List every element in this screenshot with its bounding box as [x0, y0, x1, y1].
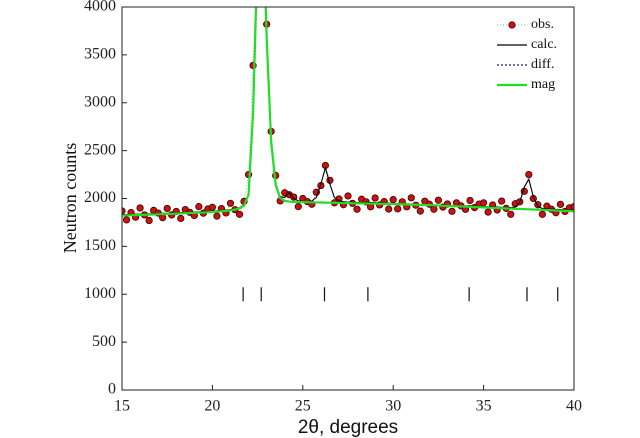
obs-point — [507, 210, 515, 218]
obs-point — [294, 203, 302, 211]
obs-point — [484, 208, 492, 216]
x-tick-label: 30 — [385, 398, 401, 415]
obs-point — [479, 199, 488, 207]
obs-point — [448, 207, 456, 215]
x-axis-label: 2θ, degrees — [298, 417, 398, 438]
obs-point — [213, 212, 221, 220]
plot-area — [122, 7, 574, 302]
y-tick-label: 2000 — [84, 189, 116, 206]
legend-label: mag — [531, 77, 555, 92]
obs-point — [290, 193, 298, 201]
legend-label: diff. — [531, 57, 554, 72]
obs-point — [466, 196, 474, 205]
obs-point — [226, 199, 235, 207]
x-tick-label: 40 — [566, 398, 582, 415]
obs-point — [208, 203, 216, 211]
obs-point — [416, 207, 424, 215]
axes: 15 20 25 30 35 40 0 500 1000 1500 2000 2500 3000 3500… — [84, 0, 582, 415]
obs-point — [538, 210, 546, 218]
obs-point — [556, 200, 565, 208]
x-tick-label: 15 — [114, 398, 130, 415]
obs-point — [434, 196, 442, 204]
y-tick-label: 4000 — [84, 0, 116, 15]
y-tick-label: 0 — [108, 381, 116, 398]
obs-point — [394, 205, 402, 213]
y-tick-label: 1500 — [84, 237, 116, 254]
y-tick-label: 3000 — [84, 93, 116, 110]
obs-point — [498, 197, 506, 205]
series-line — [122, 7, 574, 217]
legend-marker — [508, 21, 516, 29]
x-tick-label: 35 — [476, 398, 492, 415]
y-tick-label: 1000 — [84, 285, 116, 302]
y-axis-label: Neutron counts — [60, 143, 80, 253]
x-tick-label: 20 — [204, 398, 220, 415]
obs-point — [407, 194, 415, 202]
legend-label: calc. — [531, 37, 557, 52]
legend-label: obs. — [531, 17, 554, 32]
obs-point — [122, 216, 131, 224]
obs-point — [389, 196, 397, 204]
obs-point — [159, 214, 167, 222]
x-tick-label: 25 — [295, 398, 311, 415]
obs-point — [353, 205, 361, 213]
obs-point — [430, 205, 438, 213]
obs-point — [344, 192, 352, 200]
obs-point — [371, 194, 379, 202]
obs-point — [195, 203, 203, 211]
obs-point — [525, 170, 533, 179]
obs-point — [177, 214, 185, 223]
y-tick-label: 3500 — [84, 46, 116, 63]
obs-point — [145, 216, 153, 225]
obs-point — [136, 204, 144, 212]
obs-point — [235, 210, 244, 218]
y-tick-label: 500 — [92, 333, 116, 350]
y-tick-label: 2500 — [84, 141, 116, 158]
legend: obs. calc. diff. mag — [497, 17, 557, 92]
obs-point — [163, 204, 171, 213]
obs-point — [385, 205, 393, 213]
